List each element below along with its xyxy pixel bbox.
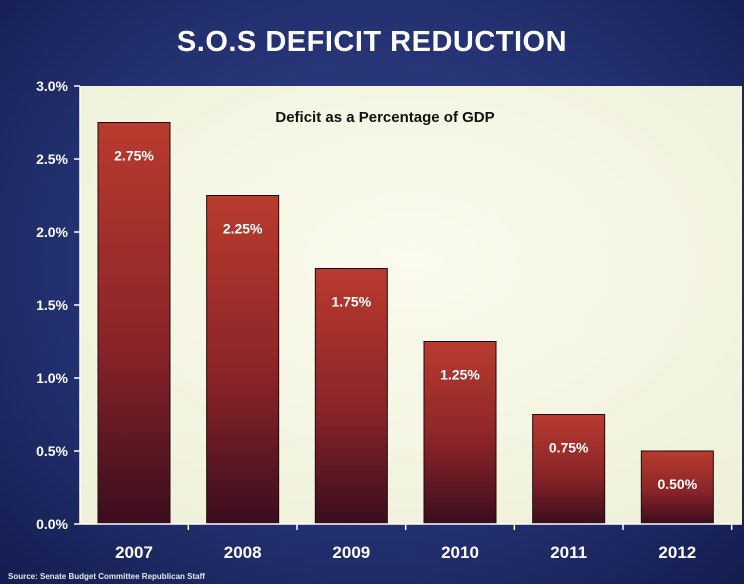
data-label-2008: 2.25%	[223, 221, 263, 237]
source-note: Source: Senate Budget Committee Republic…	[8, 572, 205, 581]
x-tick-label-2012: 2012	[658, 543, 696, 562]
bar-2008	[206, 195, 280, 525]
x-tick-label-2008: 2008	[224, 543, 262, 562]
bar-2012	[640, 450, 714, 525]
y-tick-label: 2.5%	[36, 151, 68, 167]
x-tick-label-2011: 2011	[550, 543, 587, 562]
data-label-2009: 1.75%	[331, 294, 371, 310]
y-tick-label: 0.5%	[36, 443, 68, 459]
data-label-2012: 0.50%	[657, 476, 697, 492]
y-tick-label: 2.0%	[36, 224, 68, 240]
x-tick-label-2007: 2007	[115, 543, 153, 562]
x-tick-label-2009: 2009	[332, 543, 370, 562]
y-tick-label: 3.0%	[36, 78, 68, 94]
data-label-2007: 2.75%	[114, 148, 154, 164]
chart-subtitle: Deficit as a Percentage of GDP	[275, 109, 494, 126]
y-tick-label: 1.0%	[36, 370, 68, 386]
plot-area	[80, 86, 742, 524]
bar-2011	[532, 414, 606, 525]
bar-2010	[423, 341, 497, 525]
y-tick-label: 1.5%	[36, 297, 68, 313]
slide-title: S.O.S DEFICIT REDUCTION	[176, 26, 568, 58]
bar-2007	[97, 122, 171, 525]
data-label-2010: 1.25%	[440, 367, 480, 383]
x-tick-label-2010: 2010	[441, 543, 479, 562]
data-label-2011: 0.75%	[549, 440, 589, 456]
y-tick-label: 0.0%	[36, 516, 68, 532]
